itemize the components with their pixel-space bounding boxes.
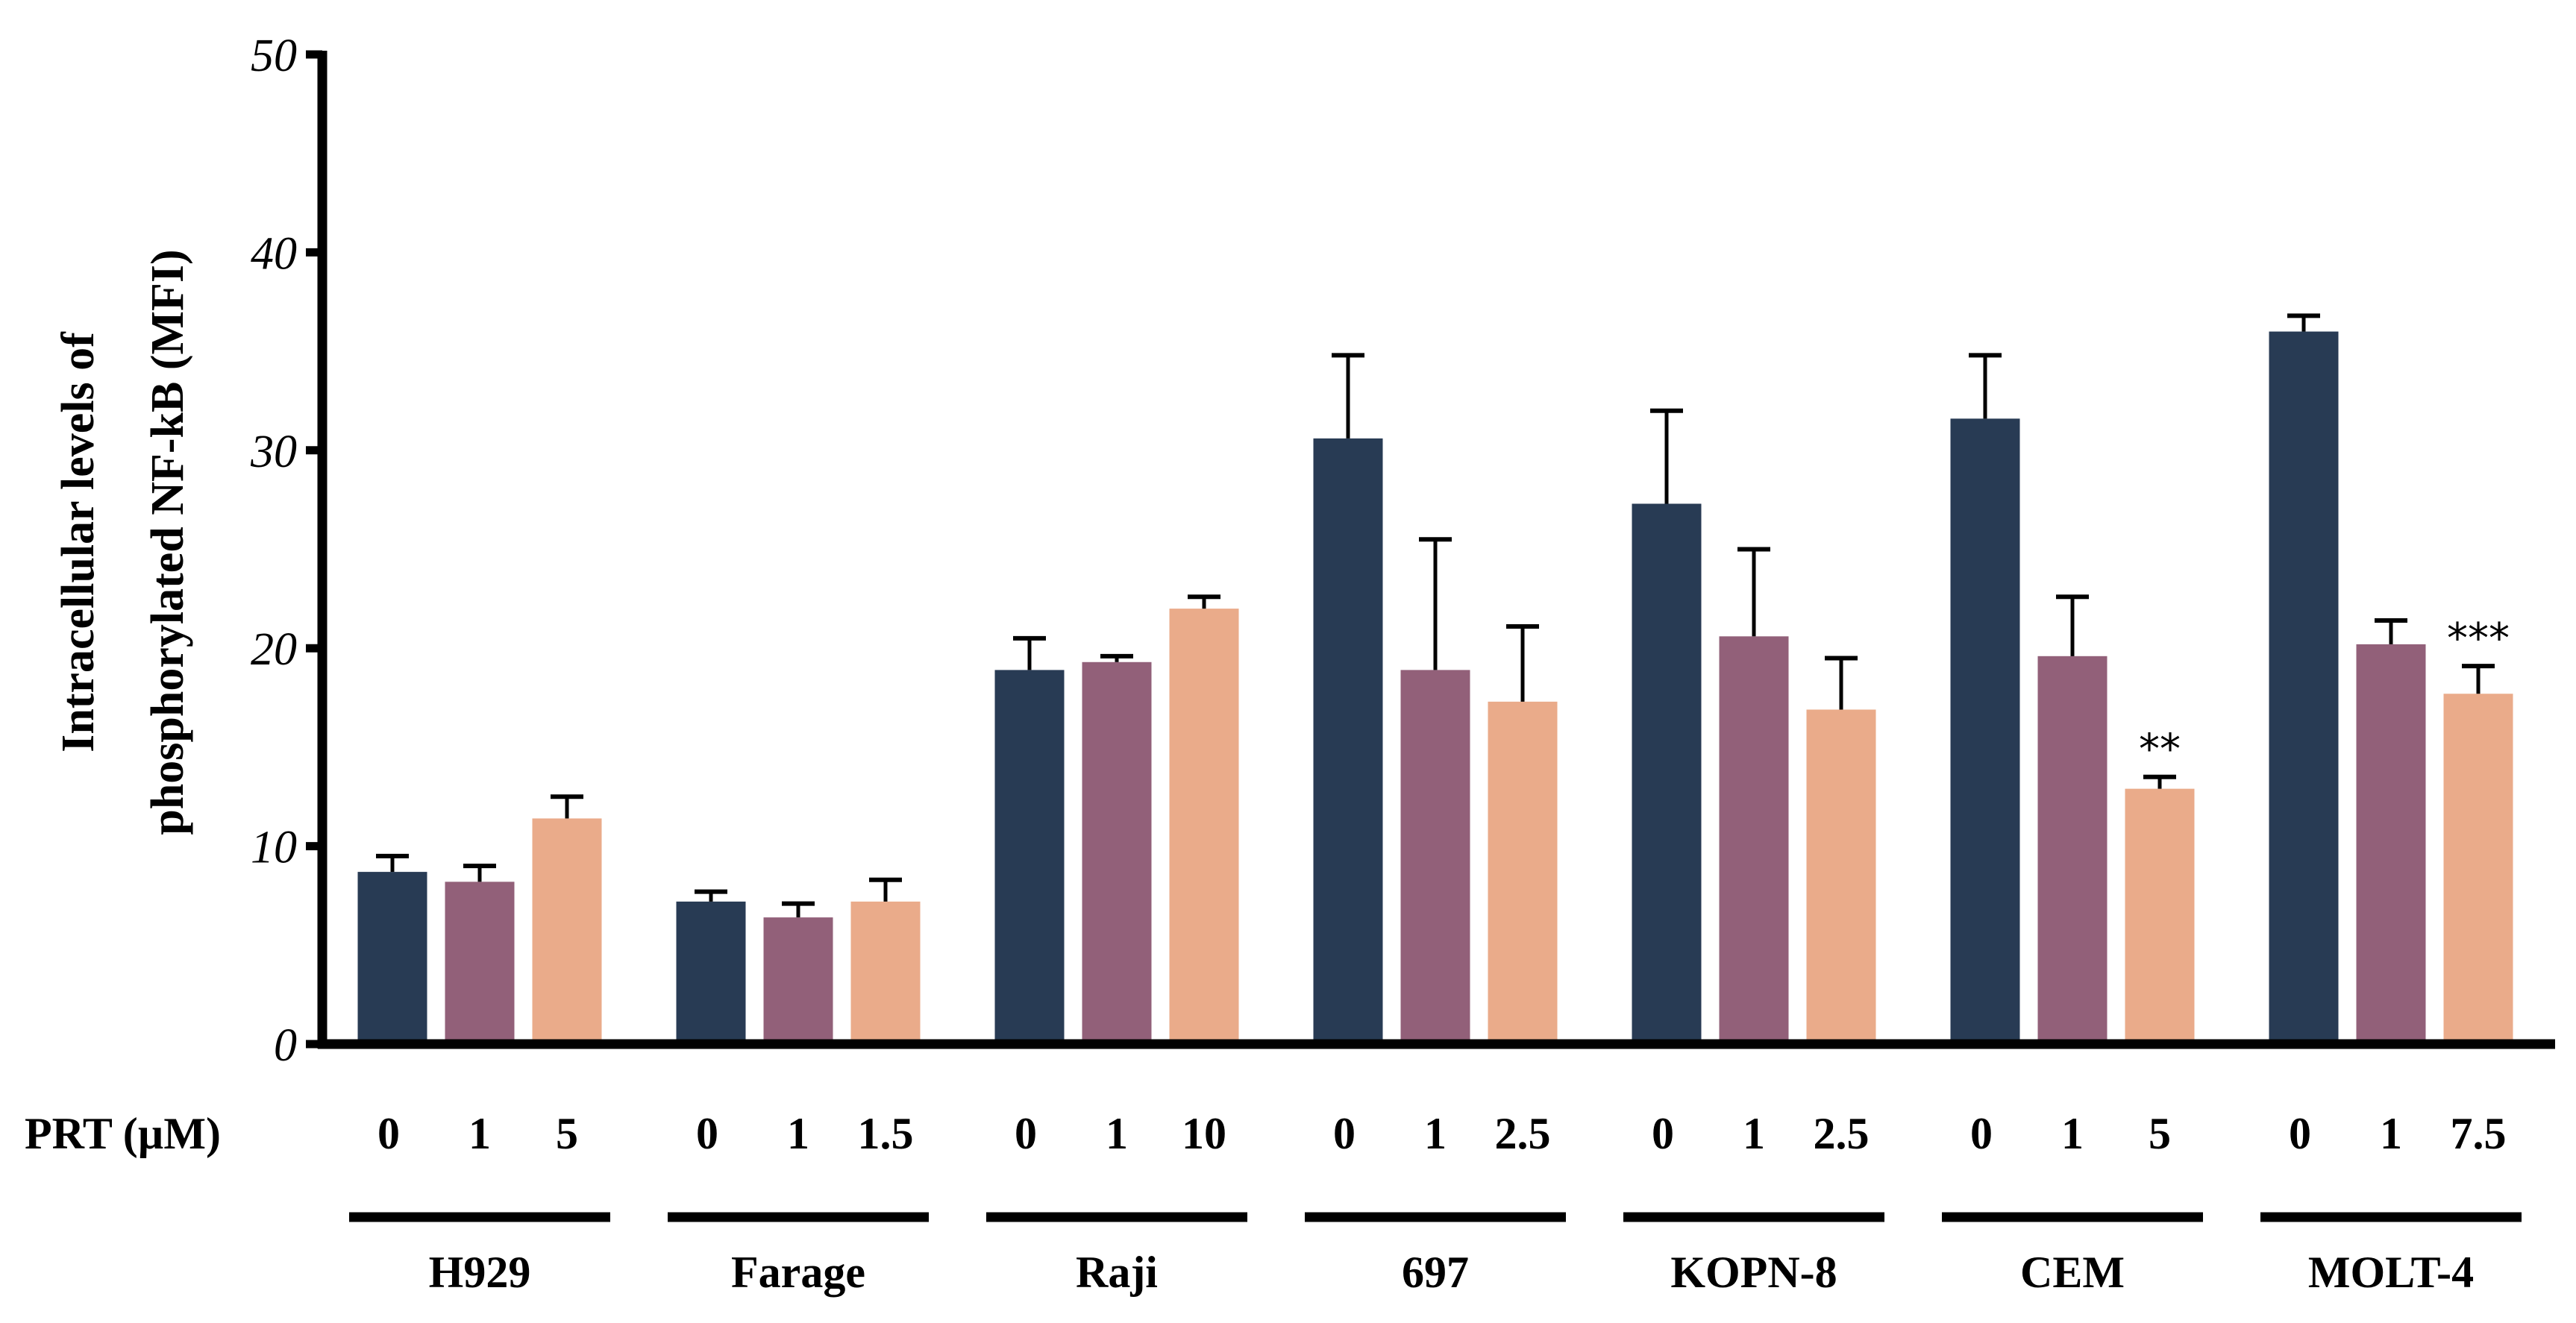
dose-label: 0 bbox=[2289, 1109, 2311, 1158]
bar-Raji-dose-0 bbox=[994, 670, 1065, 1044]
bar-697-dose-0 bbox=[1313, 438, 1383, 1044]
group-label: MOLT-4 bbox=[2308, 1248, 2474, 1297]
group-label: H929 bbox=[429, 1248, 531, 1297]
group-label: KOPN-8 bbox=[1670, 1248, 1837, 1297]
dose-label: 1 bbox=[2061, 1109, 2084, 1158]
dose-label: 5 bbox=[2149, 1109, 2171, 1158]
bar-Farage-dose-1.5 bbox=[850, 901, 921, 1044]
dose-label: 1 bbox=[1424, 1109, 1447, 1158]
bar-KOPN-8-dose-1 bbox=[1719, 636, 1789, 1044]
dose-label: 10 bbox=[1182, 1109, 1226, 1158]
bar-H929-dose-0 bbox=[357, 872, 427, 1044]
bar-H929-dose-5 bbox=[532, 818, 602, 1044]
bar-Raji-dose-1 bbox=[1082, 662, 1152, 1044]
bar-CEM-dose-5 bbox=[2125, 788, 2195, 1044]
bar-697-dose-1 bbox=[1400, 670, 1470, 1044]
bar-MOLT-4-dose-1 bbox=[2356, 644, 2426, 1044]
dose-label: 1 bbox=[2380, 1109, 2402, 1158]
y-tick-label: 40 bbox=[251, 228, 297, 279]
dose-label: 1.5 bbox=[858, 1109, 914, 1158]
significance-marker: *** bbox=[2447, 615, 2510, 663]
dose-label: 1 bbox=[468, 1109, 491, 1158]
dose-label: 0 bbox=[1652, 1109, 1674, 1158]
dose-label: 1 bbox=[1106, 1109, 1128, 1158]
dose-label: 2.5 bbox=[1495, 1109, 1551, 1158]
group-label: Farage bbox=[731, 1248, 865, 1297]
dose-label: 0 bbox=[696, 1109, 718, 1158]
significance-marker: ** bbox=[2139, 726, 2181, 774]
dose-label: 0 bbox=[377, 1109, 400, 1158]
y-axis-label-line-1: Intracellular levels of bbox=[53, 331, 104, 752]
dose-label: 0 bbox=[1333, 1109, 1356, 1158]
group-label: Raji bbox=[1076, 1248, 1158, 1297]
dose-label: 7.5 bbox=[2451, 1109, 2507, 1158]
bar-MOLT-4-dose-0 bbox=[2269, 331, 2339, 1044]
bar-CEM-dose-1 bbox=[2037, 656, 2108, 1044]
dose-label: 0 bbox=[1970, 1109, 1993, 1158]
dose-label: 0 bbox=[1015, 1109, 1037, 1158]
bar-Farage-dose-1 bbox=[763, 917, 833, 1044]
y-tick-label: 0 bbox=[274, 1020, 297, 1071]
y-axis-label: Intracellular levels of phosphorylated N… bbox=[53, 249, 193, 835]
y-tick-label: 20 bbox=[251, 624, 297, 675]
bar-MOLT-4-dose-7.5 bbox=[2443, 694, 2513, 1044]
bar-H929-dose-1 bbox=[445, 882, 515, 1044]
y-axis-label-line-2: phosphorylated NF-kB (MFI) bbox=[142, 249, 193, 835]
dose-label: 1 bbox=[1743, 1109, 1765, 1158]
bar-KOPN-8-dose-2.5 bbox=[1806, 709, 1876, 1044]
bar-697-dose-2.5 bbox=[1488, 701, 1558, 1044]
y-tick-label: 10 bbox=[251, 823, 297, 873]
bar-KOPN-8-dose-0 bbox=[1632, 503, 1702, 1044]
y-tick-label: 30 bbox=[250, 427, 297, 477]
bar-Farage-dose-0 bbox=[676, 901, 746, 1044]
group-label: CEM bbox=[2020, 1248, 2125, 1297]
x-axis-label: PRT (µM) bbox=[25, 1109, 221, 1158]
dose-label: 5 bbox=[556, 1109, 578, 1158]
bar-Raji-dose-10 bbox=[1169, 609, 1239, 1044]
dose-label: 1 bbox=[787, 1109, 809, 1158]
y-tick-label: 50 bbox=[251, 31, 297, 81]
bar-CEM-dose-0 bbox=[1950, 418, 2020, 1044]
group-label: 697 bbox=[1402, 1248, 1469, 1297]
dose-label: 2.5 bbox=[1814, 1109, 1870, 1158]
